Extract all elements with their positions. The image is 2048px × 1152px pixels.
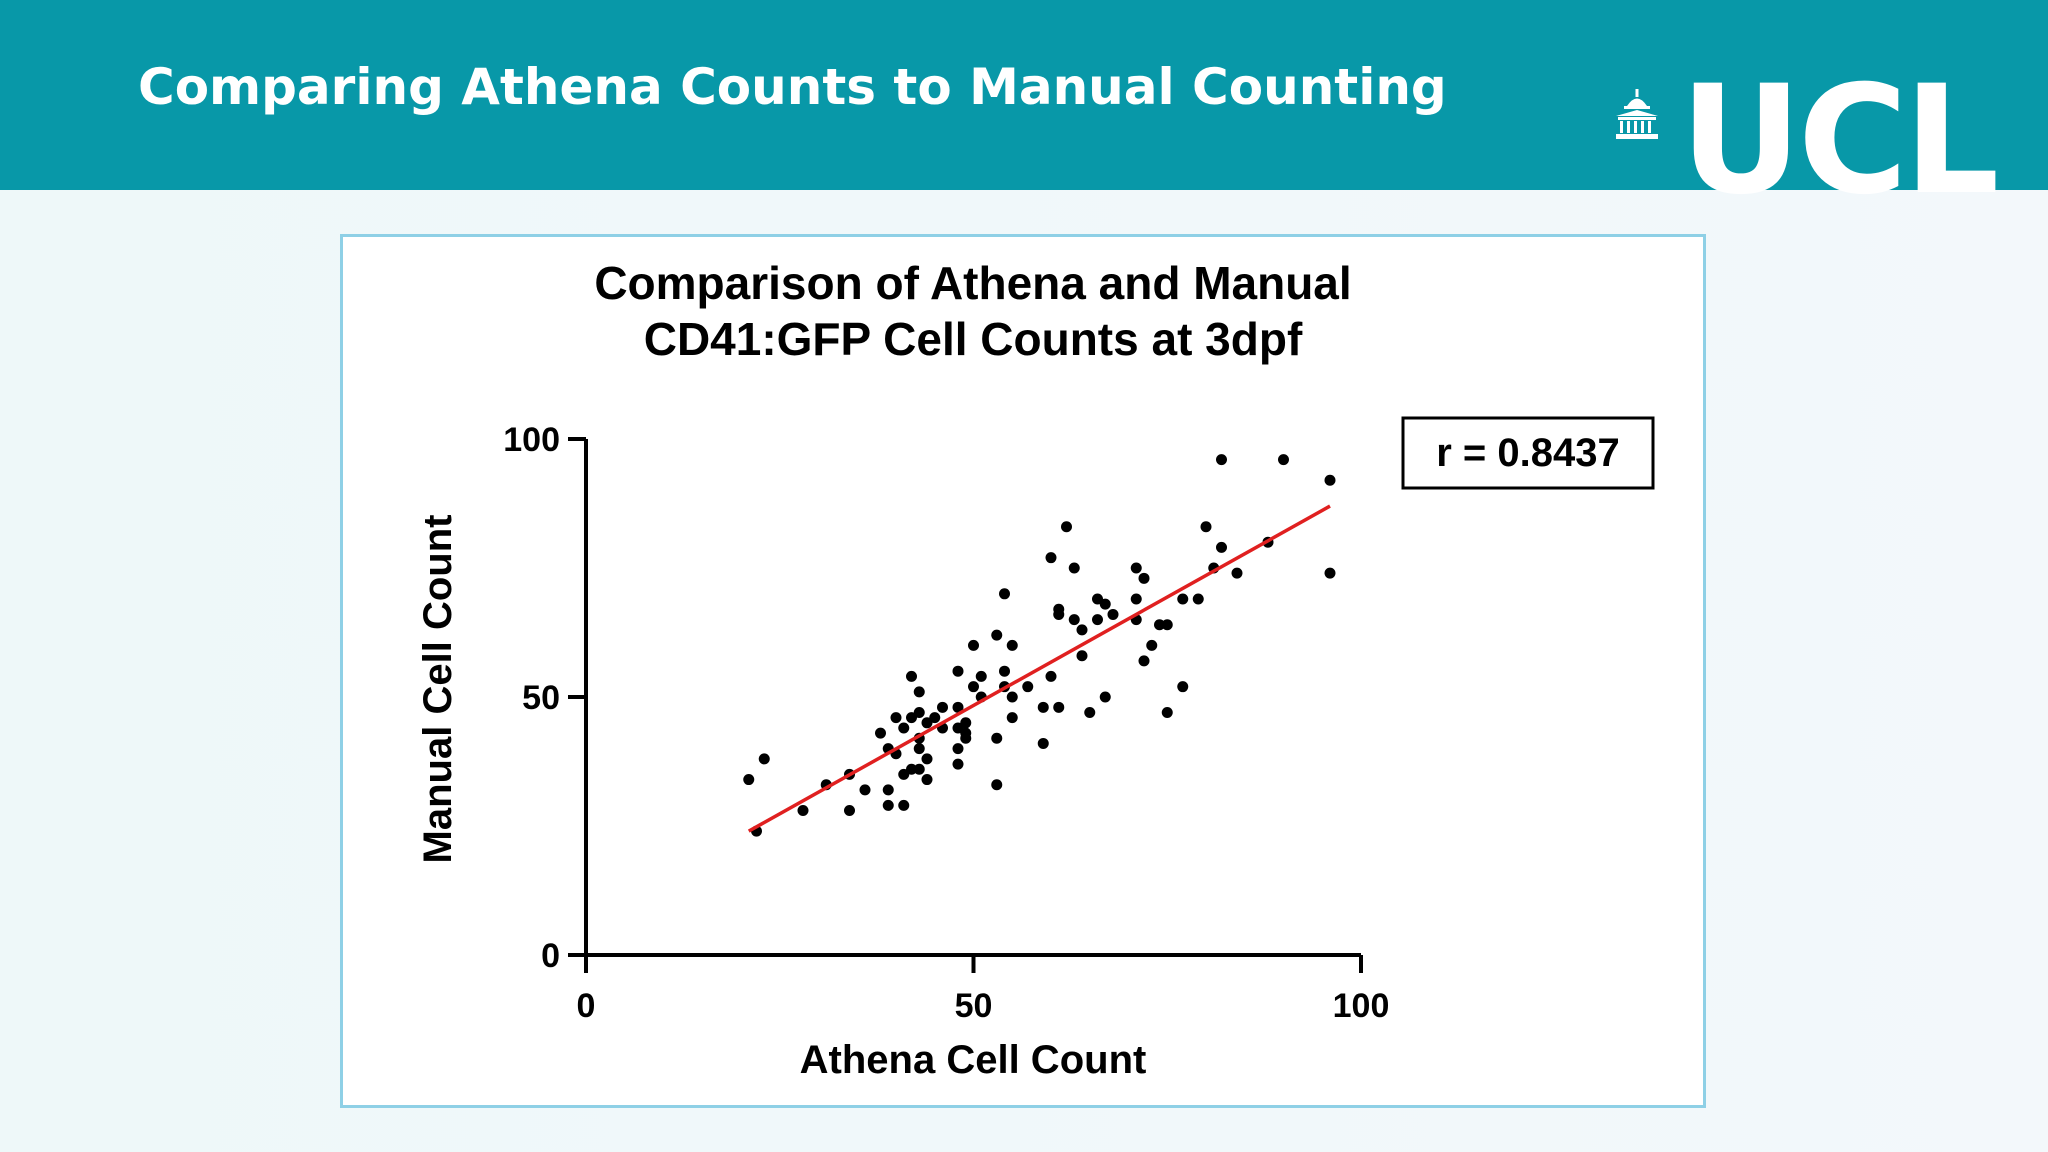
data-point [906, 763, 917, 775]
data-point [913, 743, 925, 755]
data-point [921, 753, 933, 765]
data-point [913, 763, 925, 775]
data-point [1146, 639, 1158, 651]
data-point [1045, 552, 1057, 564]
data-point [1022, 681, 1034, 693]
data-point [1084, 706, 1096, 718]
portico-icon [1616, 89, 1658, 139]
data-point [898, 768, 910, 780]
x-tick-label: 100 [1333, 987, 1390, 1025]
data-point [991, 629, 1003, 641]
data-point [952, 701, 964, 713]
data-point [1053, 608, 1065, 620]
data-point [960, 717, 972, 729]
data-point [991, 779, 1003, 791]
data-point [921, 717, 933, 729]
data-point [1130, 593, 1142, 605]
data-point [859, 784, 871, 796]
data-point [960, 732, 972, 744]
data-point [1138, 572, 1150, 584]
data-point [797, 805, 809, 817]
data-point [1161, 619, 1173, 631]
data-point [1076, 650, 1088, 662]
data-point [913, 686, 925, 698]
data-point [890, 712, 902, 724]
data-point [743, 774, 755, 786]
data-point [898, 722, 910, 734]
data-point [975, 670, 987, 682]
plot-area: 0 50 100 0 50 100 [503, 421, 1389, 1025]
data-point [952, 758, 964, 770]
data-point [1053, 701, 1065, 713]
data-point [1037, 701, 1049, 713]
data-point [1099, 598, 1111, 610]
data-point [1092, 593, 1103, 605]
data-point [906, 670, 917, 682]
data-point [1324, 567, 1336, 579]
data-point [999, 665, 1010, 677]
data-point [1006, 712, 1018, 724]
y-tick-label: 0 [541, 937, 560, 975]
data-point [758, 753, 770, 765]
data-point [952, 743, 964, 755]
data-point [929, 712, 941, 724]
y-tick-label: 50 [522, 679, 560, 717]
data-point [1192, 593, 1204, 605]
data-point [1231, 567, 1243, 579]
slide-title: Comparing Athena Counts to Manual Counti… [138, 58, 1447, 116]
data-point [1154, 619, 1165, 631]
data-point [906, 712, 917, 724]
data-point [1006, 691, 1018, 703]
data-point [882, 784, 894, 796]
data-point [921, 774, 933, 786]
data-point [952, 722, 964, 734]
fit-line [747, 504, 1331, 833]
data-point [1177, 681, 1189, 693]
x-tick-label: 0 [577, 987, 596, 1025]
header-bar: Comparing Athena Counts to Manual Counti… [0, 0, 2048, 216]
data-point [1092, 614, 1103, 626]
data-point [1177, 593, 1189, 605]
y-tick-label: 100 [503, 421, 560, 459]
data-point [1076, 624, 1088, 636]
data-point [1216, 541, 1227, 553]
data-point [937, 701, 948, 713]
correlation-annotation: r = 0.8437 [1436, 431, 1620, 475]
chart-title-line-1: Comparison of Athena and Manual [594, 257, 1351, 309]
data-point [968, 681, 979, 693]
x-axis-label: Athena Cell Count [800, 1038, 1147, 1082]
annotation-box [1401, 416, 1655, 490]
data-point [913, 706, 925, 718]
data-point [1138, 655, 1150, 667]
data-point [991, 732, 1003, 744]
ucl-logo: UCL [1610, 66, 2010, 216]
data-point [1200, 521, 1212, 533]
data-point [1006, 639, 1018, 651]
scatter-chart: Comparison of Athena and Manual CD41:GFP… [416, 257, 1655, 1082]
data-point [952, 665, 964, 677]
data-point [1216, 454, 1227, 466]
data-point [1045, 670, 1057, 682]
data-point [844, 805, 855, 817]
data-point [1061, 521, 1072, 533]
data-point [1161, 706, 1173, 718]
chart-title-line-2: CD41:GFP Cell Counts at 3dpf [644, 313, 1303, 365]
data-point [1068, 614, 1080, 626]
data-point [1324, 474, 1336, 486]
ucl-logo-text: UCL [1680, 54, 1999, 228]
y-axis-label: Manual Cell Count [416, 515, 460, 864]
chart-panel: Comparison of Athena and Manual CD41:GFP… [340, 234, 1706, 1108]
x-tick-label: 50 [955, 987, 993, 1025]
data-point [1107, 608, 1119, 620]
data-point [999, 588, 1010, 600]
data-point [898, 799, 910, 811]
data-point [968, 639, 979, 651]
data-point [1278, 454, 1289, 466]
data-point [875, 727, 886, 739]
data-point [882, 799, 894, 811]
data-point [1068, 562, 1080, 574]
data-point [1130, 562, 1142, 574]
data-point [1099, 691, 1111, 703]
data-point [1037, 737, 1049, 749]
